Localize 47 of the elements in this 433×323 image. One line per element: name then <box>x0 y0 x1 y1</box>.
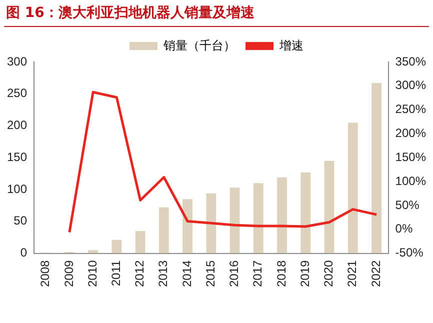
x-tick-label: 2010 <box>85 260 100 288</box>
y2-tick-label: 300% <box>395 78 426 92</box>
bar <box>135 230 146 254</box>
y2-tick-label: 150% <box>395 150 426 164</box>
y2-tick-label: 0% <box>395 222 413 236</box>
y-tick-label: 50 <box>14 214 28 228</box>
bar <box>324 160 334 254</box>
bar <box>230 188 240 254</box>
bar <box>253 183 264 254</box>
bar <box>372 83 382 254</box>
y-tick-label: 150 <box>6 150 28 164</box>
x-tick-label: 2016 <box>227 260 242 288</box>
x-tick-label: 2011 <box>109 260 123 286</box>
y2-tick-label: -50% <box>395 246 424 260</box>
y-tick-label: 250 <box>6 86 28 100</box>
x-tick-label: 2020 <box>322 260 336 288</box>
legend-label: 销量（千台） <box>162 38 236 52</box>
x-tick-label: 2015 <box>203 260 218 288</box>
x-tick-label: 2019 <box>298 260 312 288</box>
x-tick-label: 2008 <box>38 260 52 288</box>
bar <box>277 177 287 254</box>
x-tick-label: 2022 <box>368 260 383 288</box>
y-tick-label: 200 <box>6 118 28 132</box>
bar <box>88 250 98 254</box>
chart-title: 图 16：澳大利亚扫地机器人销量及增速 <box>6 4 254 22</box>
x-tick-label: 2017 <box>250 260 265 288</box>
y-tick-label: 300 <box>6 54 28 68</box>
y2-tick-label: 50% <box>395 198 420 212</box>
x-tick-label: 2013 <box>156 260 170 288</box>
bar <box>206 193 216 254</box>
x-tick-label: 2009 <box>62 260 76 288</box>
bar <box>182 199 193 254</box>
y-tick-label: 100 <box>6 182 28 196</box>
y2-tick-label: 250% <box>395 102 426 116</box>
x-tick-label: 2014 <box>180 260 194 288</box>
bar <box>158 207 169 254</box>
y2-tick-label: 200% <box>395 126 426 140</box>
legend-label: 增速 <box>278 38 304 52</box>
y2-tick-label: 350% <box>395 54 426 68</box>
x-tick-label: 2018 <box>274 260 288 288</box>
x-tick-label: 2012 <box>132 260 147 288</box>
y2-tick-label: 100% <box>395 174 426 188</box>
y-tick-label: 0 <box>20 246 28 260</box>
bar <box>348 122 358 254</box>
bar <box>300 172 311 254</box>
x-tick-label: 2021 <box>345 260 360 288</box>
bar <box>112 240 122 254</box>
